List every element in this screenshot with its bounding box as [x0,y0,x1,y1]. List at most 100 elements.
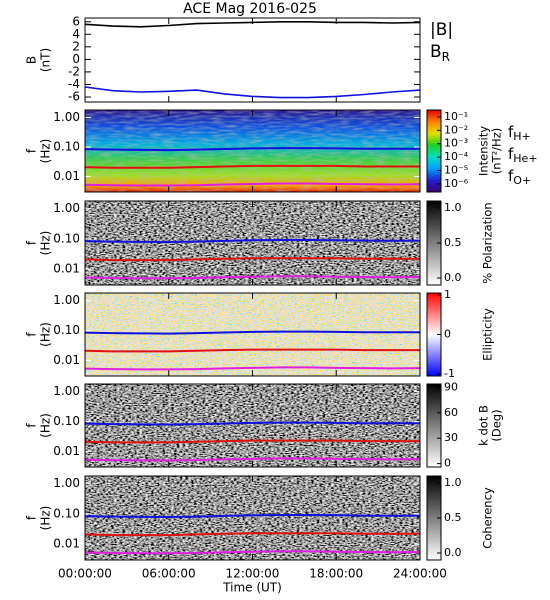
y-tick-label: 6 [72,14,80,28]
plot-frame [84,109,421,193]
colorbar-tick-label: 1.0 [444,476,462,489]
colorbar-tick-label: 10⁻⁶ [444,177,469,190]
data-line [84,147,421,152]
y-axis-label: (Hz) [39,413,53,438]
y-tick-label: -4 [68,77,80,91]
y-tick-label: 0 [72,52,80,66]
colorbar-tick-label: 10⁻² [444,123,468,136]
colorbar-label: (Deg) [490,409,504,441]
y-axis-label: B [25,56,39,64]
colorbar [426,109,442,193]
y-axis-label: f [25,332,39,337]
legend-label: BR [430,42,450,64]
y-tick-label: 0.01 [53,262,80,276]
y-tick-label: -6 [68,89,80,103]
y-axis-label: f [25,240,39,245]
data-line [84,239,421,244]
spectrogram-texture [85,293,420,376]
y-axis-label: (Hz) [39,139,53,164]
y-tick-label: 1.00 [53,384,80,398]
colorbar-tick-label: -1 [444,367,455,380]
y-tick-label: 0.01 [53,537,80,551]
data-line [84,21,421,28]
y-tick-label: 0.10 [53,140,80,154]
colorbar-tick-label: 0.0 [444,271,462,284]
data-line [84,182,421,187]
spectrogram-texture [85,201,420,285]
y-axis-label: (nT) [39,48,53,72]
data-line [84,550,421,555]
plot-frame [84,383,421,468]
colorbar [426,383,442,468]
x-tick-label: 06:00:00 [142,567,196,581]
spectrogram-texture [85,384,420,467]
colorbar-tick-label: 1 [444,288,451,301]
legend-label: fH+ [508,123,531,144]
y-tick-label: 0.01 [53,444,80,458]
y-tick-label: 1.00 [53,293,80,307]
data-line [84,457,421,462]
spectrogram-texture [85,110,420,192]
data-line [84,366,421,371]
data-line [84,164,420,169]
colorbar-tick-label: 30 [444,431,458,444]
colorbar-label: k dot B [477,405,491,446]
data-line [84,275,421,280]
data-line [84,532,420,537]
data-line [84,330,421,335]
y-tick-label: 0.10 [53,506,80,520]
legend-label: |B| [430,20,453,40]
colorbar-tick-label: 0.5 [444,236,462,249]
y-tick-label: 0.10 [53,414,80,428]
legend-label: fHe+ [508,145,538,166]
colorbar-tick-label: 0 [444,457,451,470]
x-axis-label: Time (UT) [222,581,282,595]
colorbar-tick-label: 10⁻³ [444,137,468,150]
y-tick-label: 1.00 [53,110,80,124]
plot-frame [84,200,421,286]
colorbar-label: % Polarization [481,202,495,283]
data-line [84,86,421,99]
y-tick-label: 0.10 [53,323,80,337]
y-tick-label: 0.01 [53,169,80,183]
colorbar-tick-label: 10⁻¹ [444,110,468,123]
spectrogram-texture [85,476,420,560]
chart-title: ACE Mag 2016-025 [183,1,317,17]
colorbar-tick-label: 0.5 [444,511,462,524]
y-tick-label: 1.00 [53,476,80,490]
x-tick-label: 24:00:00 [393,567,447,581]
y-axis-label: (Hz) [39,231,53,256]
x-tick-label: 18:00:00 [309,567,363,581]
legend-label: fO+ [508,167,531,188]
x-tick-label: 12:00:00 [226,567,280,581]
colorbar-tick-label: 10⁻⁵ [444,164,468,177]
y-tick-label: -2 [68,64,80,78]
y-axis-label: f [25,515,39,520]
colorbar-tick-label: 1.0 [444,201,462,214]
y-tick-label: 0.01 [53,353,80,367]
data-line [84,348,420,353]
plot-frame [84,475,421,561]
plot-frame [84,292,421,377]
colorbar-label: (nT²/Hz) [490,128,504,174]
plot-frame [84,17,421,103]
y-axis-label: (Hz) [39,506,53,531]
y-tick-label: 1.00 [53,201,80,215]
colorbar-label: Intensity [477,126,491,176]
y-tick-label: 2 [72,39,80,53]
data-line [84,514,421,519]
data-line [84,421,421,426]
y-axis-label: (Hz) [39,322,53,347]
x-tick-label: 00:00:00 [58,567,112,581]
y-axis-label: f [25,148,39,153]
data-line [84,257,420,262]
colorbar-tick-label: 0 [444,328,451,341]
y-tick-label: 4 [72,27,80,41]
y-axis-label: f [25,423,39,428]
colorbar-tick-label: 60 [444,406,458,419]
y-tick-label: 0.10 [53,231,80,245]
colorbar-label: Coherency [481,487,495,549]
colorbar-tick-label: 0.0 [444,546,462,559]
colorbar-tick-label: 10⁻⁴ [444,150,469,163]
